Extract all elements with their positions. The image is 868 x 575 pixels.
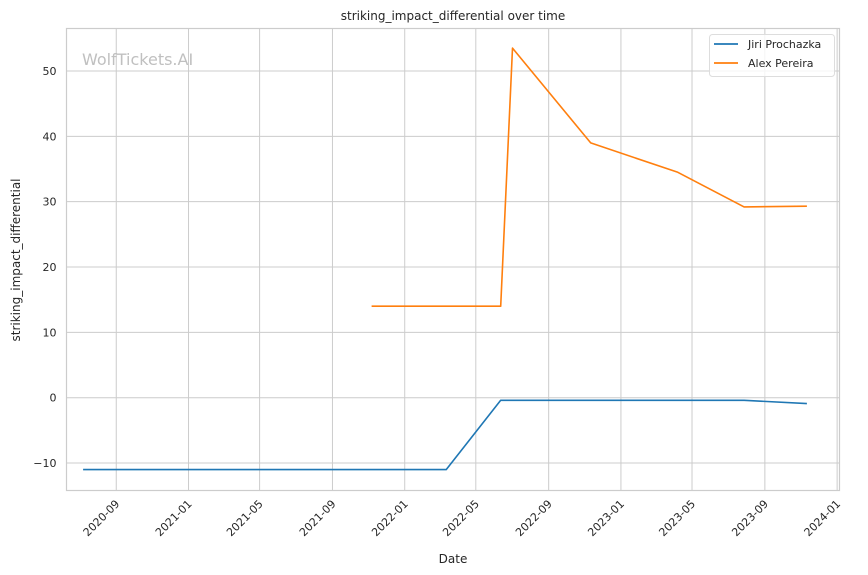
chart-title: striking_impact_differential over time xyxy=(341,9,566,23)
x-tick-label: 2021-05 xyxy=(224,497,266,539)
series-line-jiri-prochazka xyxy=(83,399,807,471)
x-tick-label: 2021-01 xyxy=(153,497,195,539)
series-line-alex-pereira xyxy=(371,47,807,308)
legend-label-alex-pereira: Alex Pereira xyxy=(748,57,814,70)
plot-frame xyxy=(65,27,841,492)
x-tick-label: 2020-09 xyxy=(81,497,123,539)
y-tick-labels: −10 0 10 20 30 40 50 xyxy=(33,65,56,470)
x-tick-label: 2023-09 xyxy=(729,497,771,539)
watermark: WolfTickets.AI xyxy=(82,50,193,69)
y-tick-label: 40 xyxy=(43,130,57,143)
legend-box xyxy=(709,34,835,77)
x-tick-label: 2023-01 xyxy=(585,497,627,539)
x-tick-label: 2022-05 xyxy=(440,497,482,539)
x-tick-label: 2021-09 xyxy=(297,497,339,539)
grid xyxy=(66,28,840,491)
x-tick-label: 2022-01 xyxy=(369,497,411,539)
y-axis-label: striking_impact_differential xyxy=(9,178,23,341)
y-tick-label: 20 xyxy=(43,261,57,274)
series-lines xyxy=(83,47,807,471)
y-tick-label: −10 xyxy=(33,457,56,470)
x-tick-label: 2023-05 xyxy=(656,497,698,539)
legend-label-jiri-prochazka: Jiri Prochazka xyxy=(747,38,821,51)
x-axis-label: Date xyxy=(439,552,468,566)
x-tick-label: 2024-01 xyxy=(802,497,844,539)
x-tick-labels: 2020-09 2021-01 2021-05 2021-09 2022-01 2022-… xyxy=(81,497,844,539)
y-tick-label: 10 xyxy=(43,326,57,339)
x-tick-label: 2022-09 xyxy=(513,497,555,539)
y-tick-label: 30 xyxy=(43,196,57,209)
legend: Jiri Prochazka Alex Pereira xyxy=(709,34,835,77)
y-tick-label: 0 xyxy=(50,392,57,405)
y-tick-label: 50 xyxy=(43,65,57,78)
